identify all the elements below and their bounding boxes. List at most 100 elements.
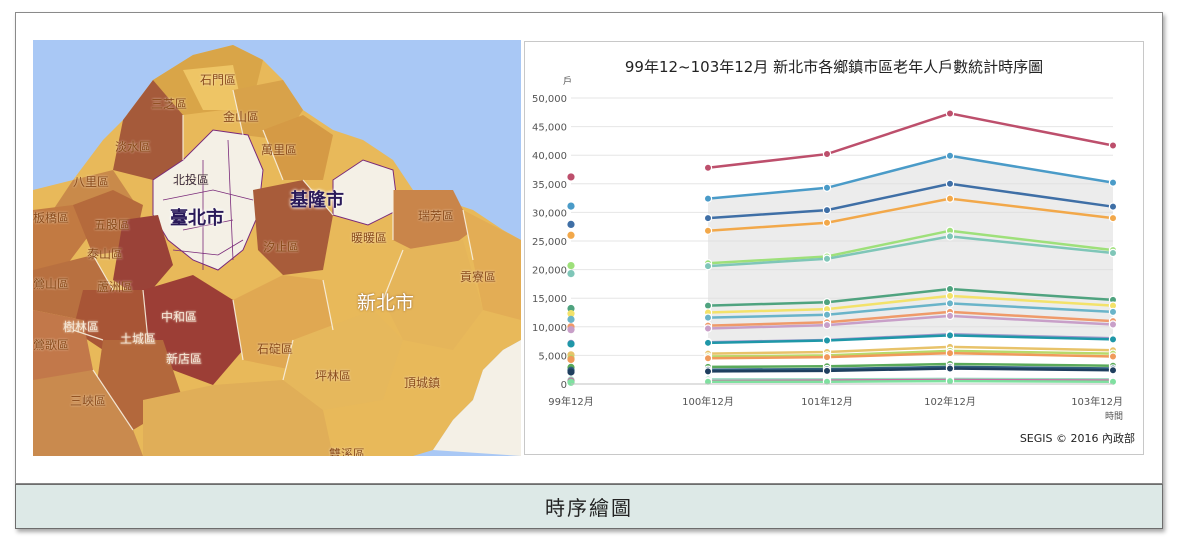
series-point-2[interactable] [822,183,832,193]
series-point-16[interactable] [567,355,575,364]
series-point-9[interactable] [945,299,955,308]
y-tick-label: 25,000 [532,237,567,248]
x-tick-label: 99年12月 [548,395,593,408]
y-tick-label: 0 [561,380,567,391]
series-point-9[interactable] [822,310,832,319]
map-coast-right [433,340,521,456]
series-point-22[interactable] [945,376,955,386]
series-point-3[interactable] [703,213,713,223]
series-point-8[interactable] [567,310,575,318]
map-region-pinglin [283,310,403,410]
series-line-19 [707,367,1114,373]
map-region-sanchong [113,215,173,300]
series-point-3[interactable] [822,205,832,215]
series-point-4[interactable] [822,218,832,227]
series-point-13[interactable] [822,336,832,345]
series-point-13[interactable] [1108,335,1118,344]
map-label-zhonghe: 中和區 [161,310,198,324]
chart-credit: SEGIS © 2016 內政部 [1020,431,1135,445]
series-line-22 [708,379,1114,383]
map-label-keelung-city: 基隆市 [290,190,344,211]
series-point-3[interactable] [945,179,955,188]
series-point-3[interactable] [1108,202,1118,211]
series-point-16[interactable] [703,354,713,363]
series-point-19[interactable] [567,368,575,376]
map-region-west1 [33,205,93,270]
map-label-xizhi: 汐止區 [263,240,300,254]
series-point-11[interactable] [822,320,832,330]
series-point-1[interactable] [822,149,832,159]
series-point-8[interactable] [945,291,955,301]
series-point-7[interactable] [945,284,955,294]
series-point-19[interactable] [822,366,832,376]
series-point-19[interactable] [703,367,713,376]
y-tick-label: 5,000 [538,351,567,362]
series-point-19[interactable] [1108,366,1118,375]
series-point-2[interactable] [703,194,713,203]
series-point-4[interactable] [1108,213,1118,223]
series-point-11[interactable] [567,326,575,334]
map-label-gongliao: 貢寮區 [460,270,497,284]
x-axis-label: 時間 [1105,411,1123,422]
series-point-7[interactable] [567,304,575,313]
series-point-13[interactable] [945,331,955,340]
x-tick-label: 103年12月 [1071,395,1123,408]
map-borders [72,89,474,431]
series-point-5[interactable] [567,261,575,270]
series-point-11[interactable] [1108,320,1118,329]
series-point-11[interactable] [945,311,955,321]
series-point-16[interactable] [1108,352,1118,361]
chart-panel: 99年12~103年12月 新北市各鄉鎮市區老年人戶數統計時序圖戶 0 5,000 1… [524,41,1144,455]
series-point-1[interactable] [1108,141,1118,150]
series-point-4[interactable] [703,226,713,235]
map-label-xindian: 新店區 [166,352,203,366]
series-point-4[interactable] [945,194,955,203]
series-point-13[interactable] [703,338,713,348]
series-point-3[interactable] [567,220,575,229]
map-region-gongliao [463,210,521,320]
series-line-6 [707,235,1114,268]
series-line-17 [707,362,1114,369]
caption-bar: 時序繪圖 [15,484,1163,529]
series-point-1[interactable] [945,109,955,118]
map-label-banqiao: 板橋區 [33,211,70,225]
series-point-2[interactable] [945,151,955,160]
series-point-11[interactable] [703,324,713,333]
map-label-shulin: 樹林區 [63,320,100,334]
map-region-wanli [263,115,333,180]
series-point-6[interactable] [1108,248,1118,258]
series-point-7[interactable] [703,301,713,310]
series-point-7[interactable] [822,298,832,307]
series-point-6[interactable] [703,261,713,271]
series-point-19[interactable] [945,364,955,373]
series-point-6[interactable] [567,270,575,278]
series-point-6[interactable] [945,232,955,241]
series-point-6[interactable] [822,254,832,263]
series-point-1[interactable] [703,163,713,172]
y-tick-label: 20,000 [532,266,567,277]
series-point-9[interactable] [567,315,575,323]
series-point-1[interactable] [567,173,575,181]
series-point-9[interactable] [703,313,713,322]
district-map[interactable]: 石門區 三芝區 金山區 淡水區 萬里區 八里區 北投區 瑞芳區 汐止區 暖暖區 … [33,40,521,456]
series-line-13 [707,334,1114,345]
y-tick-label: 40,000 [532,151,567,162]
y-tick-label: 50,000 [532,94,567,105]
series-line-2 [707,154,1114,200]
series-point-4[interactable] [567,231,575,239]
series-point-22[interactable] [567,378,575,386]
map-label-toucheng: 頂城鎮 [404,376,441,390]
series-line-5 [707,229,1114,265]
series-point-9[interactable] [1108,307,1118,317]
map-label-wugu: 五股區 [94,218,131,232]
series-line-14 [707,345,1114,355]
map-region-shuangxi [383,240,483,350]
series-point-2[interactable] [1108,178,1118,187]
map-label-luzhou: 蘆洲區 [97,280,134,294]
series-point-16[interactable] [822,352,832,362]
series-point-16[interactable] [945,348,955,358]
x-tick-label: 100年12月 [682,395,734,408]
series-point-13[interactable] [567,340,575,348]
series-point-2[interactable] [567,202,575,210]
